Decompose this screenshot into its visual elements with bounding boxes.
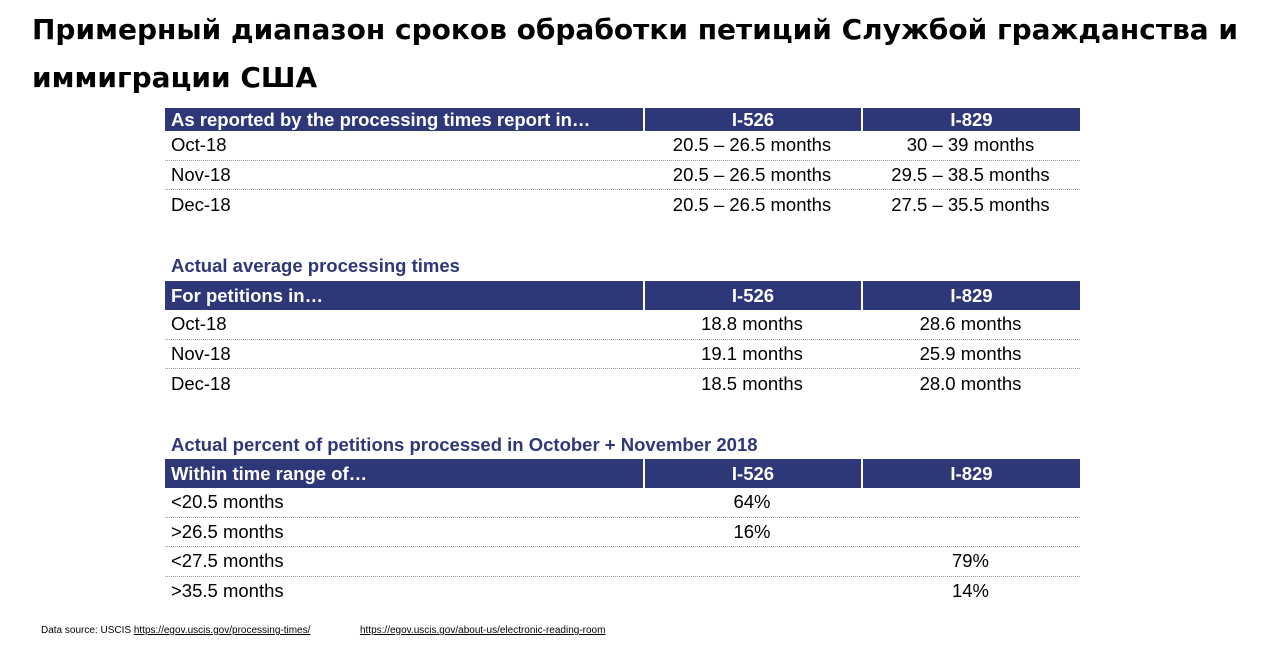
header-cell-i526: I-526 [643, 281, 861, 310]
cell-i829: 30 – 39 months [906, 134, 1035, 156]
table-row: Nov-18 19.1 months 25.9 months [165, 340, 1080, 369]
cell-i829: 79% [951, 550, 990, 572]
header-cell-label: As reported by the processing times repo… [171, 108, 591, 130]
cell-i526: 64% [733, 491, 771, 513]
cell-i526: 18.5 months [701, 372, 803, 394]
table-row: Dec-18 20.5 – 26.5 months 27.5 – 35.5 mo… [165, 190, 1080, 220]
row-label: Nov-18 [171, 163, 231, 185]
table-row: <27.5 months 79% [165, 547, 1080, 577]
cell-i829: 14% [951, 580, 990, 602]
header-cell-i829: I-829 [861, 459, 1080, 488]
row-label: <20.5 months [171, 491, 284, 513]
table-row: >35.5 months 14% [165, 577, 1080, 607]
cell-i829: 28.6 months [919, 313, 1022, 335]
section-heading-average-times: Actual average processing times [171, 255, 460, 276]
reported-times-table: As reported by the processing times repo… [165, 108, 1080, 220]
header-cell-label: Within time range of… [171, 462, 368, 484]
table-row: >26.5 months 16% [165, 518, 1080, 547]
cell-i526: 20.5 – 26.5 months [672, 163, 832, 185]
table-row: Oct-18 18.8 months 28.6 months [165, 310, 1080, 340]
table-row: Nov-18 20.5 – 26.5 months 29.5 – 38.5 mo… [165, 161, 1080, 190]
header-cell-i526: I-526 [643, 459, 861, 488]
row-label: Dec-18 [171, 372, 231, 394]
row-label: >35.5 months [171, 580, 284, 602]
row-label: <27.5 months [171, 550, 284, 572]
cell-i829: 28.0 months [919, 372, 1022, 394]
footer-prefix: Data source: USCIS [41, 625, 132, 636]
percent-processed-table: Within time range of… I-526 I-829 <20.5 … [165, 459, 1080, 606]
table-header: For petitions in… I-526 I-829 [165, 281, 1080, 310]
row-label: Nov-18 [171, 342, 231, 364]
cell-i829: 29.5 – 38.5 months [891, 163, 1050, 185]
cell-i829: 27.5 – 35.5 months [891, 193, 1050, 215]
row-label: Oct-18 [171, 313, 227, 335]
cell-i526: 19.1 months [701, 342, 803, 364]
table-row: <20.5 months 64% [165, 488, 1080, 518]
header-cell-i829: I-829 [861, 108, 1080, 131]
page-title: Примерный диапазон сроков обработки пети… [32, 13, 1239, 94]
header-cell-label: For petitions in… [171, 284, 324, 306]
row-label: Oct-18 [171, 134, 227, 156]
table-header: Within time range of… I-526 I-829 [165, 459, 1080, 488]
processing-times-link[interactable]: https://egov.uscis.gov/processing-times/ [133, 625, 311, 636]
table-row: Dec-18 18.5 months 28.0 months [165, 369, 1080, 399]
table-row: Oct-18 20.5 – 26.5 months 30 – 39 months [165, 131, 1080, 161]
reading-room-link[interactable]: https://egov.uscis.gov/about-us/electron… [359, 625, 606, 636]
row-label: Dec-18 [171, 193, 231, 215]
cell-i526: 16% [733, 520, 771, 542]
table-header: As reported by the processing times repo… [165, 108, 1080, 131]
data-source-footer: Data source: USCIS https://egov.uscis.go… [41, 625, 605, 636]
cell-i526: 20.5 – 26.5 months [672, 134, 832, 156]
header-cell-i526: I-526 [643, 108, 861, 131]
row-label: >26.5 months [171, 520, 284, 542]
cell-i829: 25.9 months [919, 342, 1022, 364]
average-times-table: For petitions in… I-526 I-829 Oct-18 18.… [165, 281, 1080, 399]
section-heading-percent-processed: Actual percent of petitions processed in… [171, 434, 758, 455]
header-cell-i829: I-829 [861, 281, 1080, 310]
cell-i526: 18.8 months [701, 313, 803, 335]
cell-i526: 20.5 – 26.5 months [672, 193, 832, 215]
